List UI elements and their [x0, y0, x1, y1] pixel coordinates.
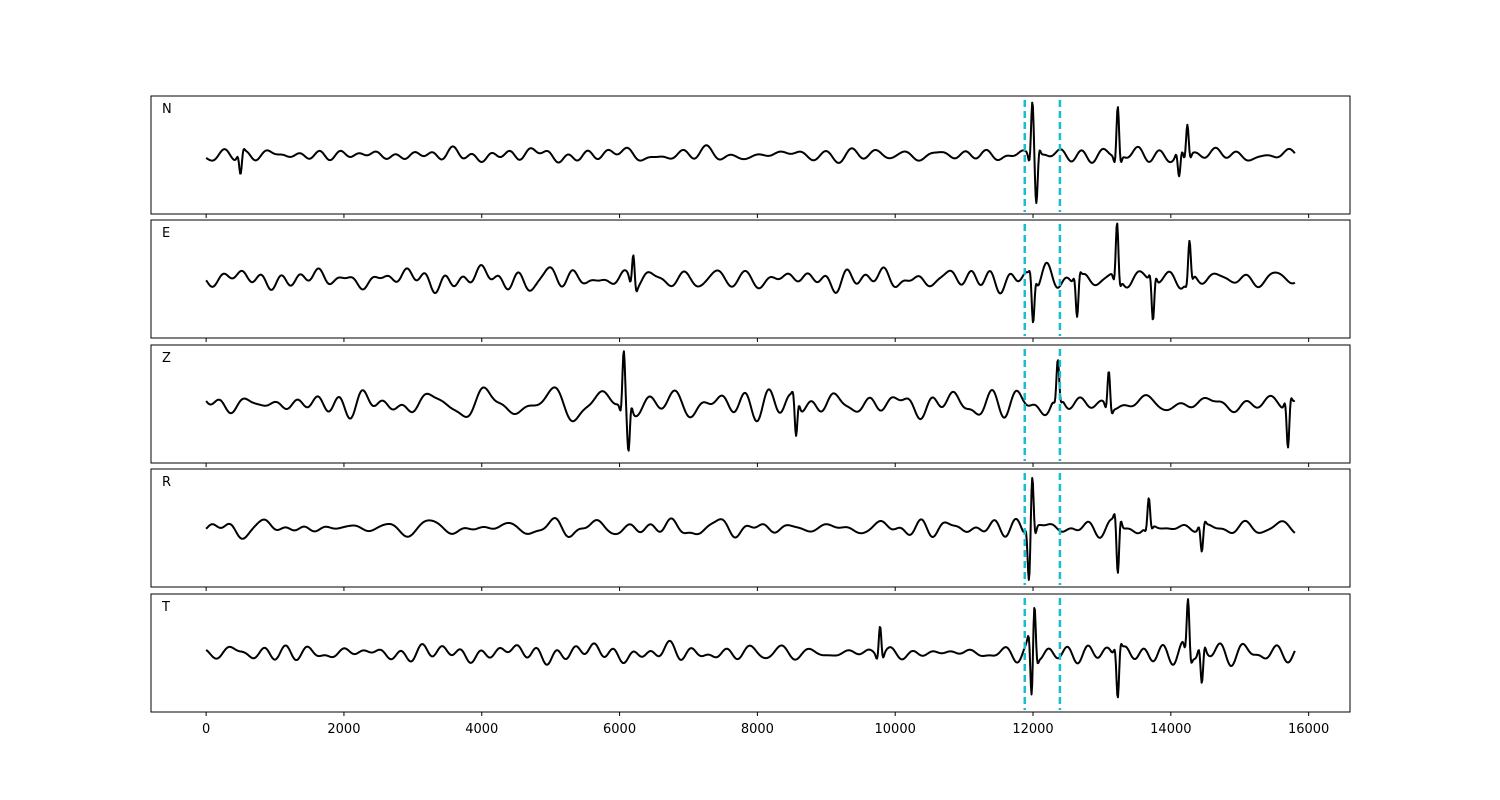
x-tick-label: 6000 — [603, 722, 636, 737]
panel-label-t: T — [161, 600, 170, 615]
panel-label-n: N — [162, 102, 172, 117]
panel-z: Z — [150, 344, 1351, 467]
panel-e: E — [150, 219, 1351, 342]
panel-label-z: Z — [162, 351, 171, 366]
x-tick-label: 4000 — [465, 722, 498, 737]
x-tick-label: 16000 — [1288, 722, 1329, 737]
panel-frame — [150, 468, 1351, 588]
x-tick-label: 2000 — [327, 722, 360, 737]
panel-label-e: E — [162, 226, 170, 241]
x-tick-label: 14000 — [1150, 722, 1191, 737]
panel-label-r: R — [162, 475, 171, 490]
panel-frame — [150, 95, 1351, 215]
panel-frame — [150, 344, 1351, 464]
panel-frame — [150, 593, 1351, 713]
x-tick-label: 10000 — [875, 722, 916, 737]
panel-frame — [150, 219, 1351, 339]
panel-n: N — [150, 95, 1351, 218]
waveform-trace — [205, 598, 1296, 699]
x-tick-label: 0 — [202, 722, 210, 737]
panels-group: N E Z R T — [150, 95, 1351, 716]
waveform-trace — [205, 222, 1296, 324]
panel-t: T — [150, 593, 1351, 716]
waveform-trace — [205, 101, 1296, 205]
x-axis: 0 2000 4000 6000 8000 10000 12000 14000 16000 — [202, 722, 1329, 737]
panel-r: R — [150, 468, 1351, 591]
waveform-trace — [205, 350, 1296, 452]
waveform-trace — [205, 476, 1296, 581]
x-tick-label: 12000 — [1012, 722, 1053, 737]
x-tick-label: 8000 — [741, 722, 774, 737]
